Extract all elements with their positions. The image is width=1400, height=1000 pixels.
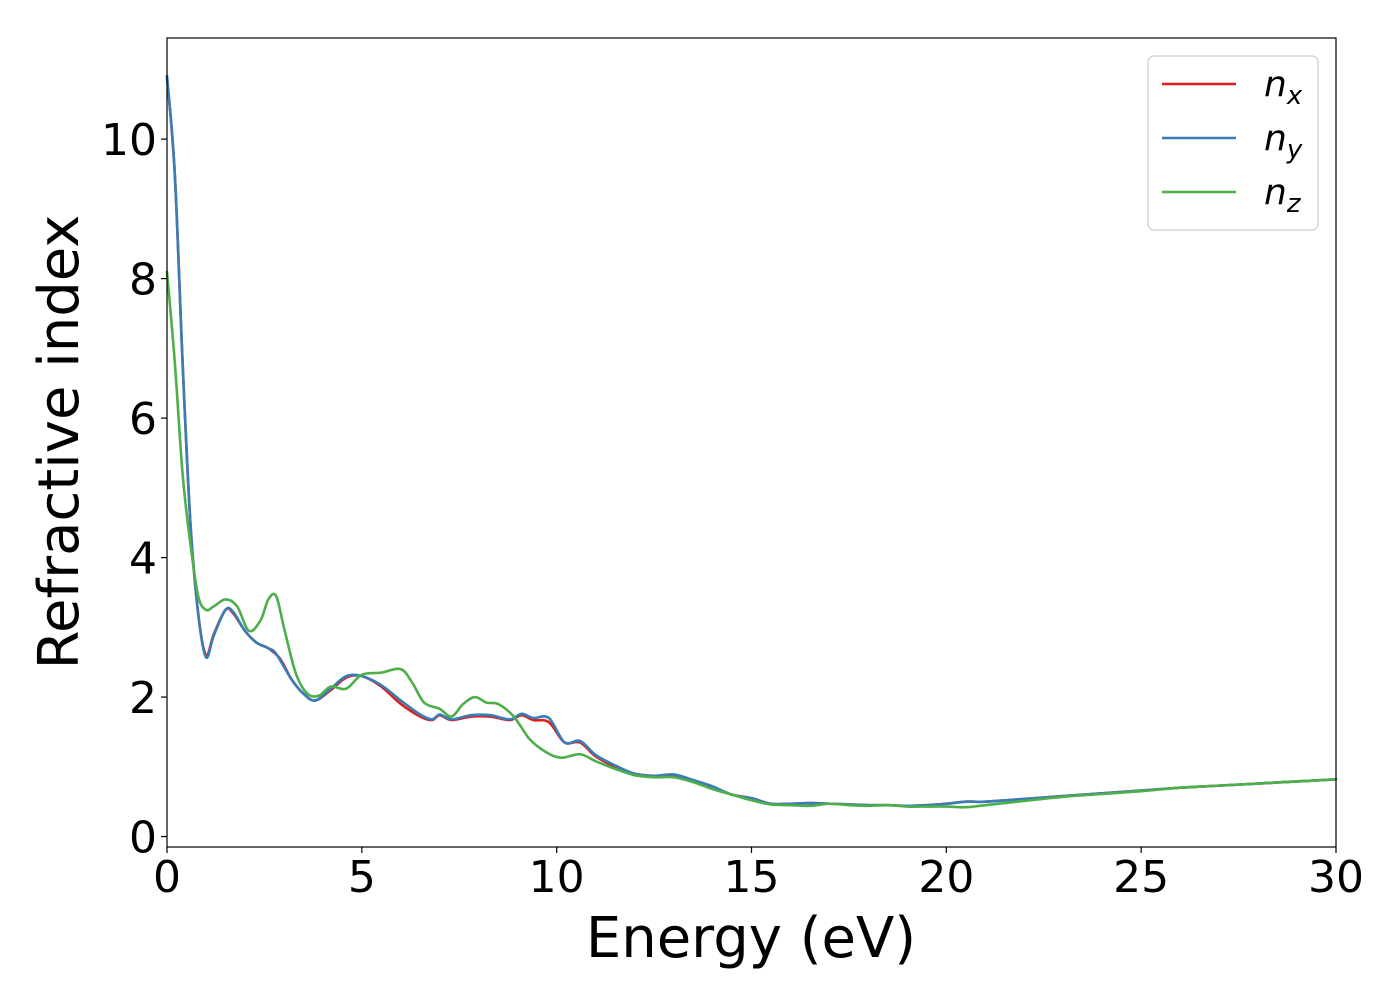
x-tick-label: 30: [1308, 852, 1364, 903]
y-tick-label: 0: [129, 813, 157, 864]
x-tick-label: 25: [1113, 852, 1169, 903]
x-tick-label: 15: [724, 852, 780, 903]
x-tick-label: 20: [918, 852, 974, 903]
series-line-nz: [165, 270, 1338, 809]
y-tick-label: 6: [129, 394, 157, 445]
x-tick-label: 5: [348, 852, 376, 903]
legend-frame: [1147, 55, 1319, 231]
x-axis-label: Energy (eV): [586, 906, 916, 971]
x-tick-label: 10: [529, 852, 585, 903]
y-axis-label: Refractive index: [27, 215, 92, 670]
series-layer: [165, 75, 1338, 809]
y-tick-label: 8: [129, 255, 157, 306]
y-tick-label: 10: [101, 115, 157, 166]
x-tick-label: 0: [153, 852, 181, 903]
series-line-ny: [165, 75, 1338, 808]
y-axis-ticks: 0 2 4 6 8 10: [101, 115, 167, 864]
y-tick-label: 4: [129, 534, 157, 585]
x-axis-ticks: 0 5 10 15 20 25 30: [153, 847, 1364, 903]
y-tick-label: 2: [129, 673, 157, 724]
